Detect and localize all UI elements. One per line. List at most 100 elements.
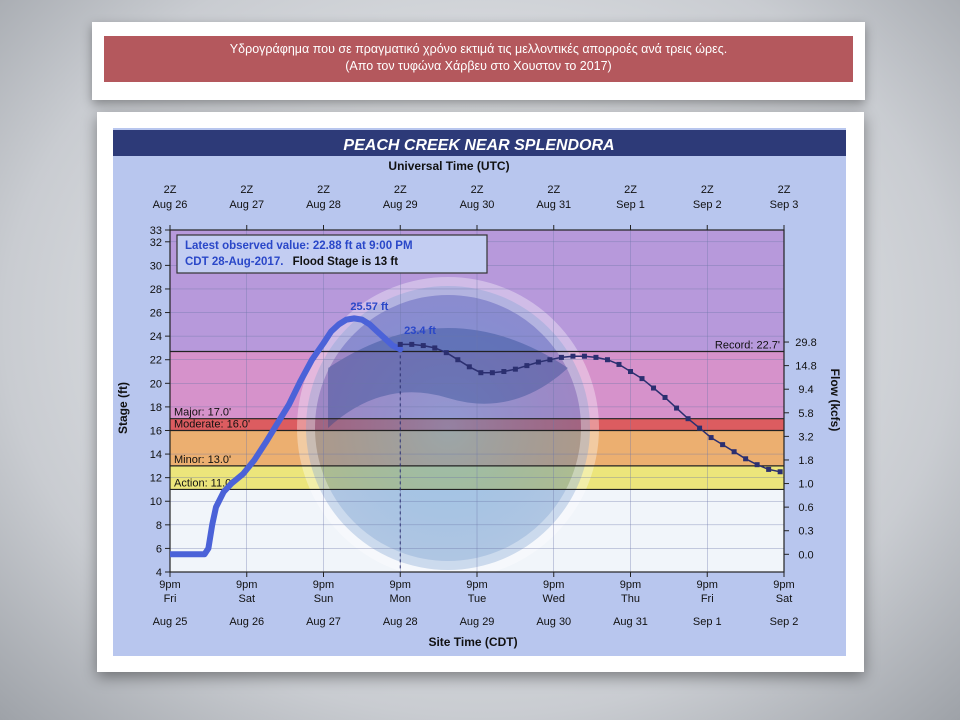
top-axis-title: Universal Time (UTC) bbox=[388, 159, 509, 173]
legend-line2-date: CDT 28-Aug-2017. bbox=[185, 256, 283, 268]
flow-tick-label: 9.4 bbox=[798, 384, 813, 396]
top-tick-time: 2Z bbox=[701, 184, 714, 196]
top-tick-date: Aug 27 bbox=[229, 199, 264, 211]
top-tick-time: 2Z bbox=[778, 184, 791, 196]
forecast-point bbox=[743, 456, 749, 462]
legend-line1: Latest observed value: 22.88 ft at 9:00 … bbox=[185, 240, 413, 252]
y-tick-label: 30 bbox=[150, 260, 162, 272]
flow-axis-title: Flow (kcfs) bbox=[828, 369, 842, 432]
bottom-tick-time: 9pm bbox=[543, 579, 564, 591]
forecast-point bbox=[581, 353, 587, 359]
flow-tick-label: 0.0 bbox=[798, 549, 813, 561]
y-tick-label: 6 bbox=[156, 543, 162, 555]
forecast-point bbox=[512, 366, 518, 372]
top-tick-date: Aug 28 bbox=[306, 199, 341, 211]
forecast-point bbox=[432, 345, 438, 351]
caption-card: Υδρογράφημα που σε πραγματικό χρόνο εκτι… bbox=[92, 22, 865, 100]
top-tick-date: Aug 30 bbox=[460, 199, 495, 211]
flow-tick-label: 1.8 bbox=[798, 455, 813, 467]
forecast-point bbox=[651, 385, 657, 391]
noaa-seal-watermark bbox=[297, 277, 599, 572]
plot-frame bbox=[169, 229, 785, 573]
flow-tick-label: 0.3 bbox=[798, 526, 813, 538]
top-tick-date: Aug 26 bbox=[153, 199, 188, 211]
forecast-point bbox=[558, 354, 564, 360]
y-tick-label: 4 bbox=[156, 567, 162, 579]
forecast-point bbox=[535, 359, 541, 365]
stage-label: Major: 17.0' bbox=[174, 407, 231, 419]
top-tick-time: 2Z bbox=[547, 184, 560, 196]
bottom-tick-date: Sep 2 bbox=[770, 616, 799, 628]
forecast-point bbox=[674, 405, 680, 411]
bottom-tick-weekday: Sat bbox=[776, 593, 793, 605]
forecast-point bbox=[628, 369, 633, 375]
forecast-point bbox=[524, 363, 530, 369]
flow-tick-label: 0.6 bbox=[798, 502, 813, 514]
bottom-tick-time: 9pm bbox=[313, 579, 334, 591]
forecast-point bbox=[685, 416, 691, 422]
chart-panel: PEACH CREEK NEAR SPLENDORA Universal Tim… bbox=[113, 128, 846, 656]
top-tick-time: 2Z bbox=[624, 184, 637, 196]
bottom-tick-time: 9pm bbox=[159, 579, 180, 591]
forecast-point bbox=[420, 343, 426, 349]
peak-annotation: 25.57 ft bbox=[350, 301, 388, 313]
caption-band: Υδρογράφημα που σε πραγματικό χρόνο εκτι… bbox=[104, 36, 853, 82]
observed-series-line bbox=[170, 315, 404, 558]
y-tick-label: 10 bbox=[150, 496, 162, 508]
bottom-tick-weekday: Sun bbox=[314, 593, 334, 605]
forecast-point bbox=[593, 354, 599, 360]
top-tick-time: 2Z bbox=[317, 184, 330, 196]
y-tick-label: 28 bbox=[150, 284, 162, 296]
forecast-point bbox=[777, 469, 783, 475]
legend-line2-flood: Flood Stage is 13 ft bbox=[293, 256, 399, 268]
chart-title: PEACH CREEK NEAR SPLENDORA bbox=[343, 137, 614, 154]
flow-tick-label: 5.8 bbox=[798, 408, 813, 420]
bottom-tick-weekday: Fri bbox=[701, 593, 714, 605]
bottom-tick-date: Aug 27 bbox=[306, 616, 341, 628]
forecast-point bbox=[766, 466, 772, 472]
forecast-point bbox=[547, 357, 553, 363]
bottom-tick-weekday: Fri bbox=[164, 593, 177, 605]
bottom-tick-weekday: Tue bbox=[468, 593, 487, 605]
flow-tick-label: 1.0 bbox=[798, 479, 813, 491]
bottom-tick-time: 9pm bbox=[466, 579, 487, 591]
svg-text:CDT 28-Aug-2017. Flo: CDT 28-Aug-2017. Flood Stage is 13 ft bbox=[185, 256, 398, 268]
chart-card: PEACH CREEK NEAR SPLENDORA Universal Tim… bbox=[97, 112, 864, 672]
forecast-point bbox=[501, 369, 507, 375]
flow-tick-label: 14.8 bbox=[795, 361, 816, 373]
forecast-point bbox=[570, 353, 576, 359]
forecast-series-line bbox=[400, 343, 781, 473]
caption-line2: (Απο τον τυφώνα Χάρβευ στο Χουστον το 20… bbox=[345, 59, 612, 73]
top-tick-date: Sep 2 bbox=[693, 199, 722, 211]
y-axis-title: Stage (ft) bbox=[116, 382, 130, 434]
y-tick-label: 12 bbox=[150, 473, 162, 485]
y-tick-label: 26 bbox=[150, 308, 162, 320]
legend-box: Latest observed value: 22.88 ft at 9:00 … bbox=[176, 234, 488, 274]
hydrograph-chart: PEACH CREEK NEAR SPLENDORA Universal Tim… bbox=[113, 130, 846, 649]
top-tick-time: 2Z bbox=[164, 184, 177, 196]
bottom-tick-weekday: Wed bbox=[543, 593, 565, 605]
flow-tick-label: 29.8 bbox=[795, 337, 816, 349]
bottom-tick-date: Aug 28 bbox=[383, 616, 418, 628]
forecast-point bbox=[455, 357, 461, 363]
forecast-point bbox=[720, 442, 726, 448]
top-tick-date: Aug 31 bbox=[536, 199, 571, 211]
peak-annotation: 23.4 ft bbox=[404, 325, 436, 337]
bottom-tick-time: 9pm bbox=[620, 579, 641, 591]
bottom-tick-date: Aug 29 bbox=[460, 616, 495, 628]
bottom-tick-date: Aug 30 bbox=[536, 616, 571, 628]
caption-line1: Υδρογράφημα που σε πραγματικό χρόνο εκτι… bbox=[229, 42, 728, 56]
y-tick-label: 20 bbox=[150, 378, 162, 390]
stage-label: Minor: 13.0' bbox=[174, 454, 231, 466]
forecast-point bbox=[662, 394, 668, 400]
forecast-point bbox=[409, 341, 415, 347]
y-tick-label: 8 bbox=[156, 520, 162, 532]
forecast-point bbox=[639, 376, 645, 382]
stage-label: Action: 11.0' bbox=[174, 477, 233, 489]
forecast-point bbox=[731, 449, 737, 455]
bottom-tick-date: Aug 26 bbox=[229, 616, 264, 628]
y-tick-label: 32 bbox=[150, 237, 162, 249]
forecast-point bbox=[489, 370, 495, 376]
stage-label: Moderate: 16.0' bbox=[174, 418, 250, 430]
bottom-tick-date: Aug 31 bbox=[613, 616, 648, 628]
